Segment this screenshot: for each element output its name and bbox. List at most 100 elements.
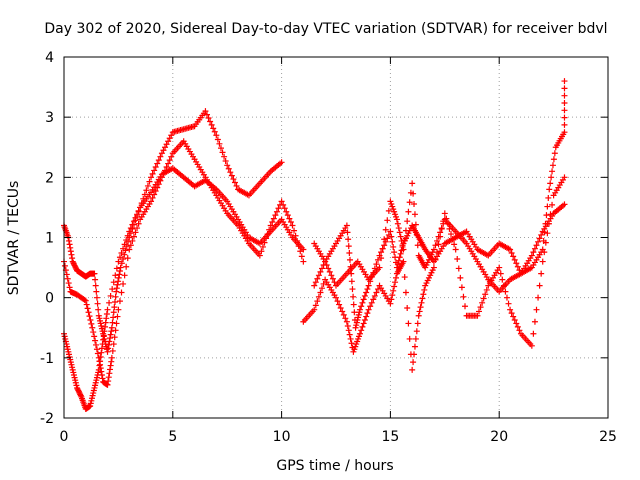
data-point	[418, 299, 425, 306]
data-point	[395, 225, 402, 232]
data-point	[358, 327, 365, 334]
data-point	[64, 275, 71, 282]
data-point	[320, 280, 327, 287]
data-point	[358, 303, 365, 310]
data-point	[112, 272, 119, 279]
data-point	[434, 237, 441, 244]
data-point	[402, 289, 409, 296]
data-point	[374, 286, 381, 293]
data-point	[345, 327, 352, 334]
data-point	[536, 282, 543, 289]
y-tick-label: -1	[40, 351, 54, 367]
data-point	[211, 128, 218, 135]
data-point	[389, 292, 396, 299]
data-point	[507, 306, 514, 313]
y-tick-label: 2	[45, 170, 54, 186]
data-point	[547, 180, 554, 187]
series-track-d	[311, 201, 568, 331]
data-point	[110, 314, 117, 321]
data-point	[388, 233, 395, 240]
data-point	[267, 222, 274, 229]
data-point	[154, 160, 161, 167]
data-point	[406, 199, 413, 206]
data-point	[95, 366, 102, 373]
data-point	[106, 338, 113, 345]
data-point	[102, 323, 109, 330]
data-point	[328, 272, 335, 279]
data-point	[511, 256, 518, 263]
data-point	[120, 280, 127, 287]
data-point	[284, 212, 291, 219]
data-point	[508, 249, 515, 256]
data-point	[511, 317, 518, 324]
data-point	[483, 286, 490, 293]
data-point	[402, 227, 409, 234]
data-point	[126, 228, 133, 235]
data-point	[322, 258, 329, 265]
data-point	[415, 312, 422, 319]
data-point	[535, 238, 542, 245]
data-point	[100, 336, 107, 343]
data-point	[120, 245, 127, 252]
data-point	[561, 99, 568, 106]
data-point	[530, 249, 537, 256]
data-point	[109, 347, 116, 354]
data-point	[124, 255, 131, 262]
data-point	[108, 358, 115, 365]
data-point	[364, 310, 371, 317]
data-point	[227, 169, 234, 176]
data-point	[482, 291, 489, 298]
data-point	[538, 270, 545, 277]
data-point	[412, 335, 419, 342]
data-point	[233, 182, 240, 189]
data-point	[84, 305, 91, 312]
data-point	[458, 284, 465, 291]
y-tick-label: 1	[45, 231, 54, 247]
data-point	[502, 288, 509, 295]
data-point	[396, 229, 403, 236]
data-point	[216, 140, 223, 147]
data-point	[528, 252, 535, 259]
data-point	[168, 132, 175, 139]
data-point	[344, 229, 351, 236]
data-point	[278, 159, 285, 166]
data-point	[168, 153, 175, 160]
data-point	[109, 286, 116, 293]
data-point	[410, 190, 417, 197]
data-point	[544, 203, 551, 210]
data-point	[116, 268, 123, 275]
data-point	[480, 295, 487, 302]
data-point	[118, 249, 125, 256]
data-point	[360, 296, 367, 303]
data-point	[503, 294, 510, 301]
data-point	[378, 255, 385, 262]
data-point	[381, 236, 388, 243]
data-point	[348, 340, 355, 347]
data-point	[144, 182, 151, 189]
data-point	[217, 145, 224, 152]
data-point	[283, 208, 290, 215]
data-point	[337, 304, 344, 311]
data-point	[497, 270, 504, 277]
data-point	[390, 287, 397, 294]
data-point	[326, 268, 333, 275]
data-point	[63, 271, 70, 278]
data-point	[127, 242, 134, 249]
data-point	[510, 313, 517, 320]
data-point	[391, 283, 398, 290]
data-point	[96, 362, 103, 369]
data-point	[123, 237, 130, 244]
data-point	[132, 214, 139, 221]
data-point	[289, 222, 296, 229]
data-point	[417, 304, 424, 311]
chart-title: Day 302 of 2020, Sidereal Day-to-day VTE…	[44, 21, 607, 37]
data-point	[66, 241, 73, 248]
data-point	[275, 205, 282, 212]
data-point	[269, 219, 276, 226]
data-point	[361, 292, 368, 299]
data-point	[392, 279, 399, 286]
y-tick-label: 4	[45, 50, 54, 66]
data-point	[435, 241, 442, 248]
data-point	[430, 246, 437, 253]
